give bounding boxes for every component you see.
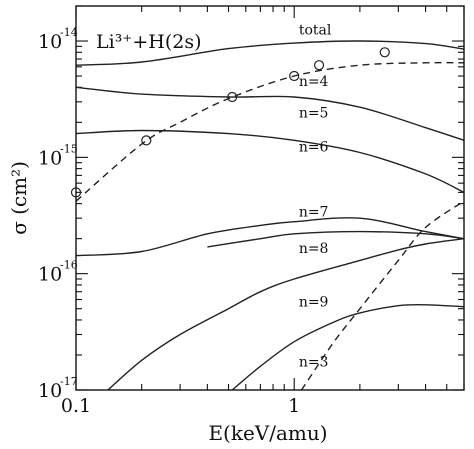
- data-point: [379, 47, 390, 58]
- axis-ticks: [75, 5, 465, 391]
- series-label-n-6: n=6: [299, 140, 329, 156]
- y-tick-exponent: -15: [60, 142, 78, 155]
- series-n-8: [107, 238, 465, 391]
- series-n-5: [75, 129, 465, 194]
- series-label-n-7: n=7: [299, 205, 329, 221]
- data-point: [227, 91, 238, 103]
- y-tick-exponent: -17: [60, 375, 78, 388]
- series-n-9: [231, 303, 465, 391]
- x-tick-labels: 0.1 1: [61, 395, 300, 417]
- x-axis-label: E(keV/amu): [208, 421, 327, 445]
- y-tick-label: 10: [38, 380, 62, 402]
- y-tick-exponent: -16: [60, 259, 78, 272]
- series-total: [75, 40, 465, 66]
- chart-title: Li³⁺+H(2s): [96, 31, 202, 53]
- series-group: [75, 40, 465, 391]
- series-n-3-rising: [300, 200, 465, 391]
- data-point: [289, 70, 300, 82]
- plot-frame: [75, 5, 465, 391]
- series-label-n-3: n=3: [299, 354, 329, 370]
- series-label-n-8: n=8: [299, 241, 329, 257]
- y-axis-label: σ (cm²): [7, 161, 31, 235]
- y-tick-label: 10: [38, 147, 62, 169]
- data-point: [141, 135, 152, 146]
- series-labels: total n=4 n=5 n=6 n=7 n=8 n=9 n=3: [299, 22, 332, 370]
- x-tick-label: 1: [288, 395, 300, 417]
- series-n-6: [75, 217, 465, 257]
- series-n-7: [207, 230, 465, 248]
- y-tick-label: 10: [38, 31, 62, 53]
- data-point: [313, 60, 325, 71]
- series-label-n-9: n=9: [299, 295, 329, 311]
- x-tick-label: 0.1: [61, 395, 91, 417]
- series-n-3: [75, 61, 465, 202]
- experimental-points: [70, 47, 390, 198]
- y-tick-label: 10: [38, 264, 62, 286]
- series-n-4: [75, 86, 465, 141]
- series-label-total: total: [299, 22, 332, 38]
- y-tick-exponent: -14: [60, 26, 78, 39]
- series-label-n-5: n=5: [299, 106, 329, 122]
- series-label-n-4: n=4: [299, 74, 329, 90]
